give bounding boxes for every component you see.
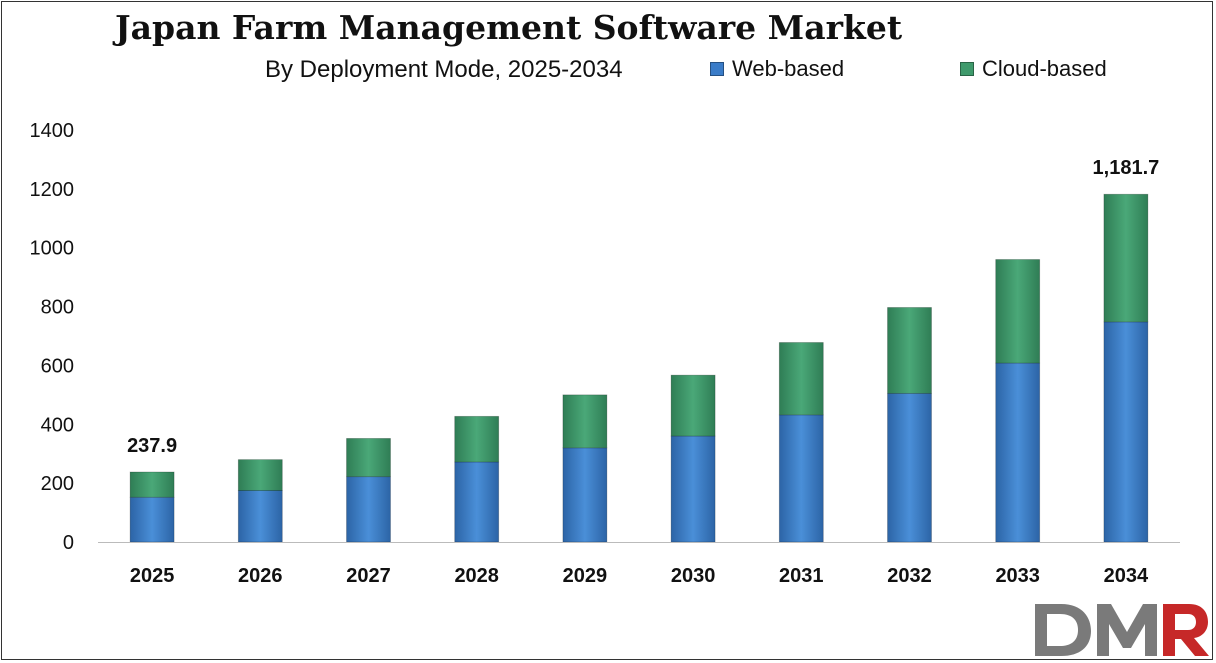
legend-item-cloud-based: Cloud-based [960, 56, 1107, 82]
x-tick-label: 2028 [454, 565, 499, 587]
x-axis: 2025 2026 2027 2028 2029 2030 2031 2032 2033 2034 [130, 565, 1149, 587]
bar-web-based-2033 [995, 362, 1041, 543]
x-tick-label: 2032 [887, 565, 932, 587]
bar-cloud-based-2030 [670, 374, 716, 437]
x-tick-label: 2029 [563, 565, 608, 587]
legend-swatch-cloud-based [960, 62, 974, 76]
x-tick-label: 2033 [995, 565, 1040, 587]
y-tick-label: 1000 [30, 238, 75, 260]
bar-cloud-based-2033 [995, 259, 1041, 364]
y-tick-label: 600 [41, 355, 74, 377]
bar-web-based-2032 [887, 392, 932, 543]
y-tick-label: 1200 [30, 179, 75, 201]
bar-cloud-based-2025 [129, 471, 175, 498]
y-axis: 0 200 400 600 800 1000 1200 1400 [30, 120, 75, 554]
x-tick-label: 2027 [346, 565, 391, 587]
bar-web-based-2031 [778, 414, 824, 543]
bar-web-based-2034 [1103, 321, 1149, 543]
legend-item-web-based: Web-based [710, 56, 844, 82]
data-label-2034: 1,181.7 [1093, 157, 1160, 179]
x-tick-label: 2026 [238, 565, 283, 587]
bar-web-based-2026 [237, 490, 283, 543]
y-tick-label: 1400 [30, 120, 75, 142]
chart-title: Japan Farm Management Software Market [115, 8, 903, 47]
dmr-logo [1035, 604, 1209, 656]
legend-label-cloud-based: Cloud-based [982, 56, 1107, 81]
bar-web-based-2025 [129, 496, 175, 543]
bars [129, 193, 1149, 543]
bar-web-based-2030 [670, 435, 716, 543]
x-tick-label: 2030 [671, 565, 716, 587]
x-tick-label: 2031 [779, 565, 824, 587]
bar-cloud-based-2032 [887, 307, 932, 394]
y-tick-label: 800 [41, 297, 74, 319]
bar-web-based-2029 [562, 447, 608, 543]
bar-cloud-based-2026 [237, 459, 283, 491]
legend-label-web-based: Web-based [732, 56, 845, 81]
x-tick-label: 2034 [1104, 565, 1149, 587]
y-tick-label: 0 [63, 532, 74, 554]
y-tick-label: 400 [41, 414, 74, 436]
chart-subtitle: By Deployment Mode, 2025-2034 [265, 56, 623, 83]
bar-cloud-based-2027 [346, 438, 391, 478]
bar-cloud-based-2029 [562, 394, 608, 449]
x-tick-label: 2025 [130, 565, 175, 587]
bar-web-based-2028 [454, 461, 500, 543]
bar-web-based-2027 [346, 476, 391, 543]
data-label-2025: 237.9 [127, 435, 177, 457]
legend-swatch-web-based [710, 62, 724, 76]
data-labels: 237.9 1,181.7 [127, 157, 1159, 457]
y-tick-label: 200 [41, 473, 74, 495]
bar-cloud-based-2028 [454, 415, 500, 463]
bar-cloud-based-2031 [778, 342, 824, 416]
bar-cloud-based-2034 [1103, 193, 1149, 323]
